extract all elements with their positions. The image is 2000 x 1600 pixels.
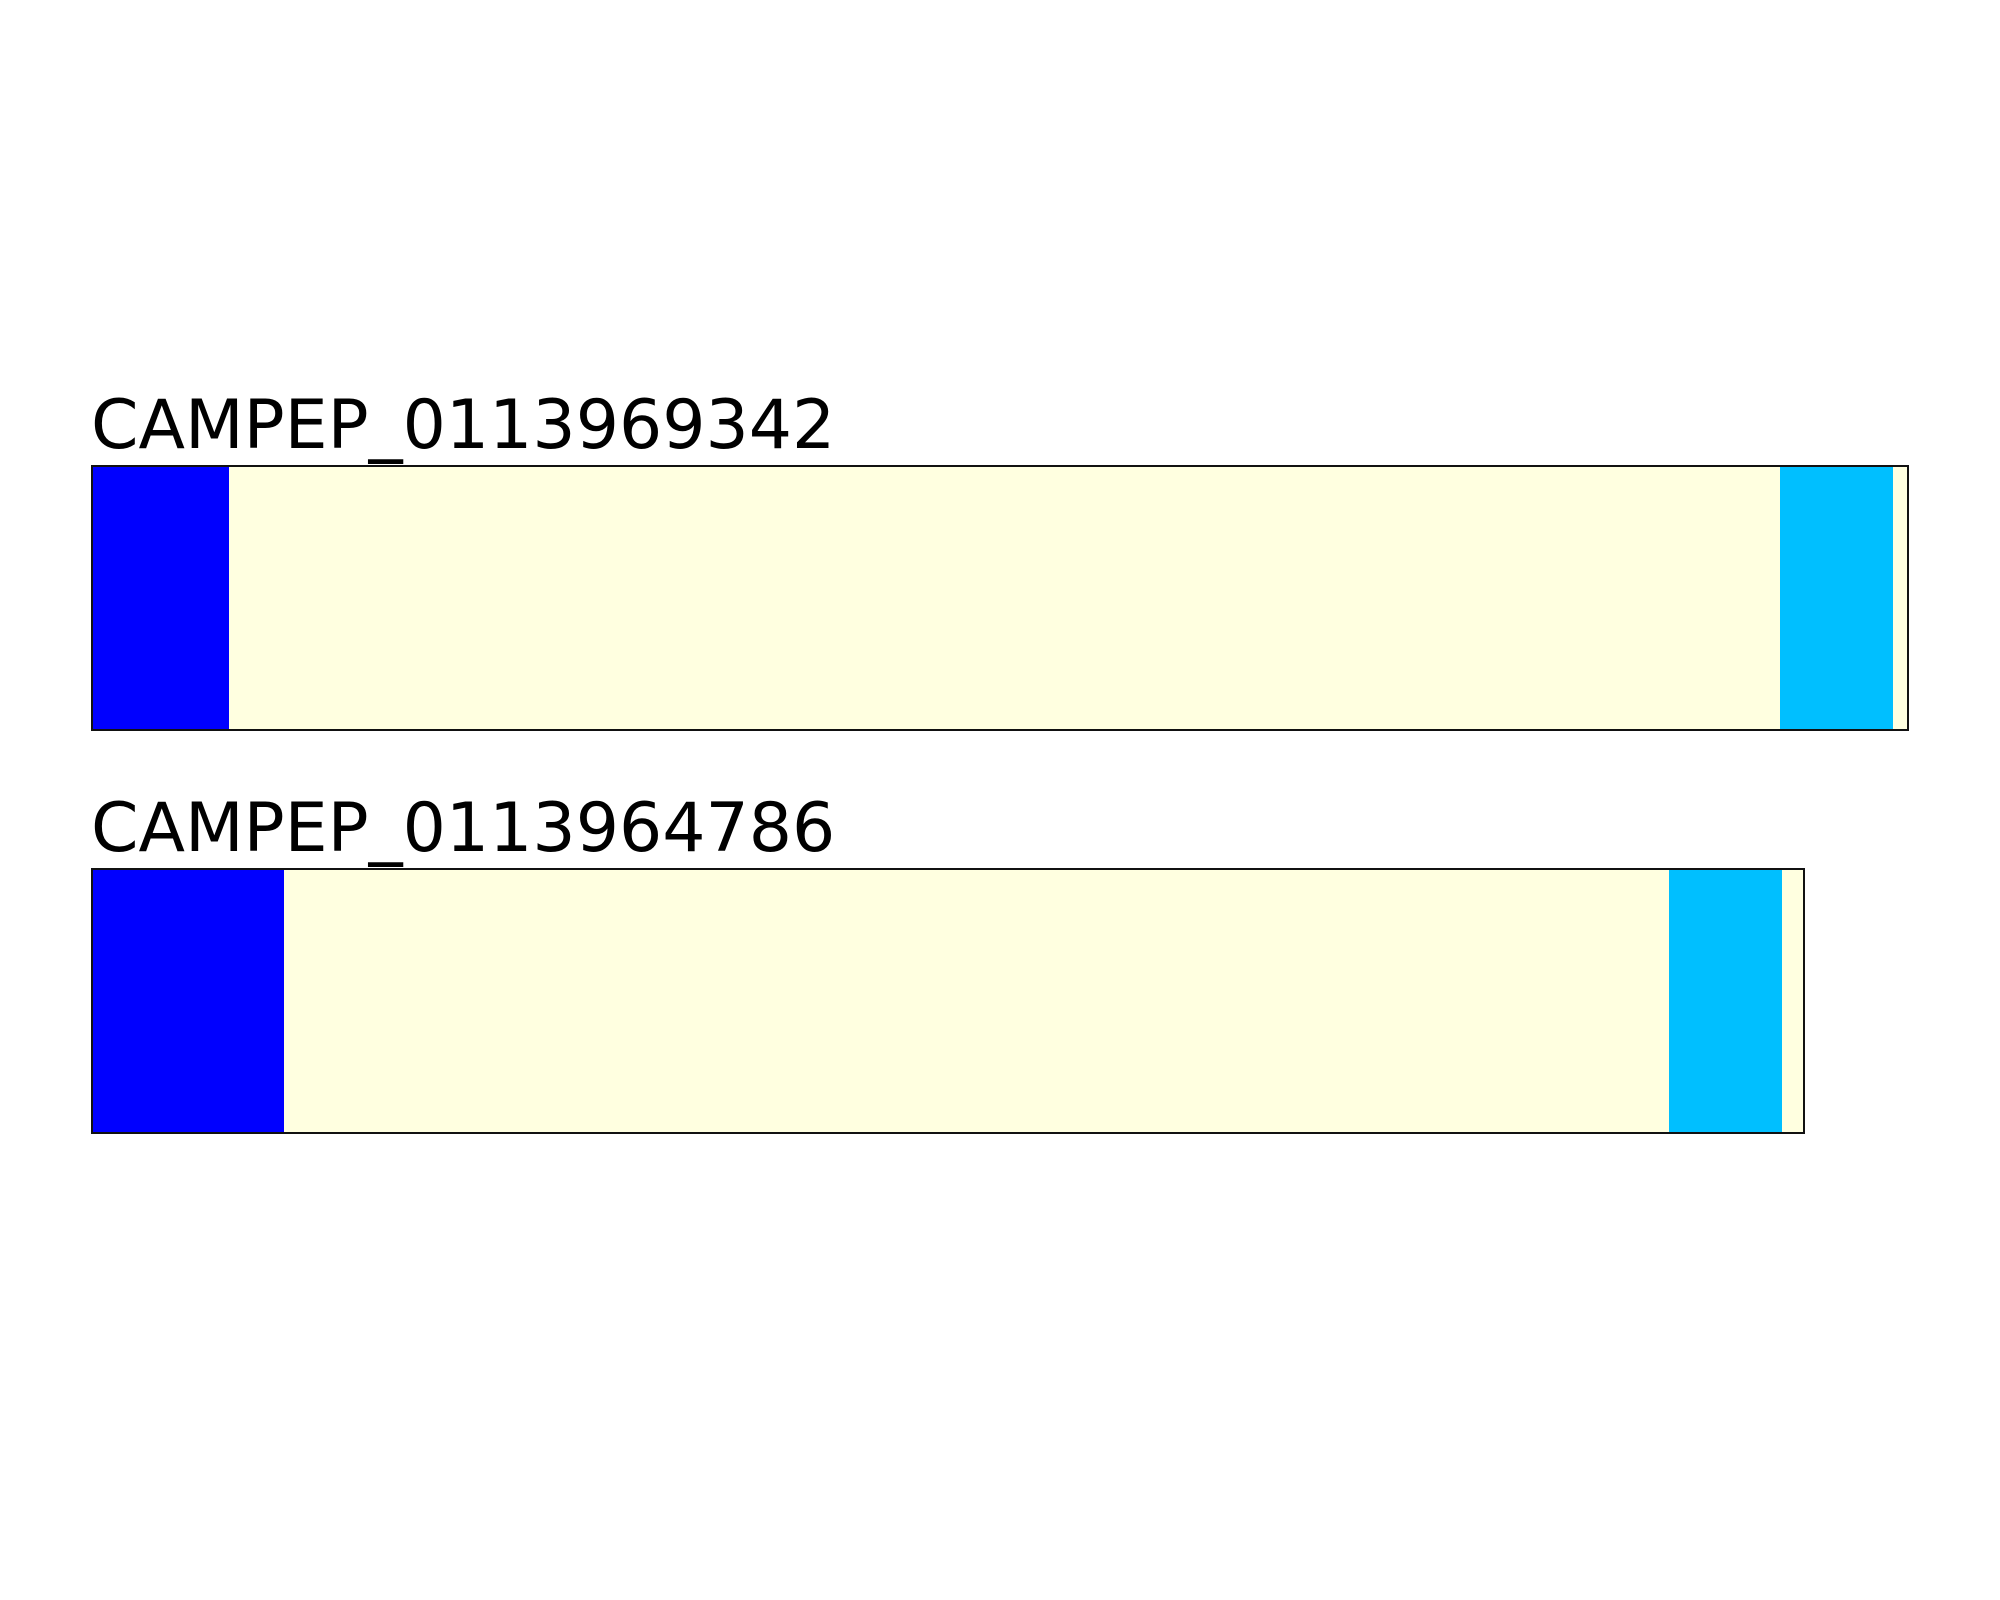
track-segment-4 xyxy=(1892,467,1907,729)
track-segment-3 xyxy=(1669,870,1782,1132)
track-segment-4 xyxy=(1781,870,1804,1132)
track-segment-2 xyxy=(283,870,1670,1132)
track-segment-1 xyxy=(93,467,230,729)
track-segment-1 xyxy=(93,870,284,1132)
track-segment-2 xyxy=(229,467,1781,729)
track-title-1: CAMPEP_0113969342 xyxy=(91,386,836,465)
track-title-2: CAMPEP_0113964786 xyxy=(91,789,836,868)
sequence-track-2 xyxy=(91,868,1806,1134)
track-segment-3 xyxy=(1780,467,1893,729)
sequence-track-1 xyxy=(91,465,1909,731)
